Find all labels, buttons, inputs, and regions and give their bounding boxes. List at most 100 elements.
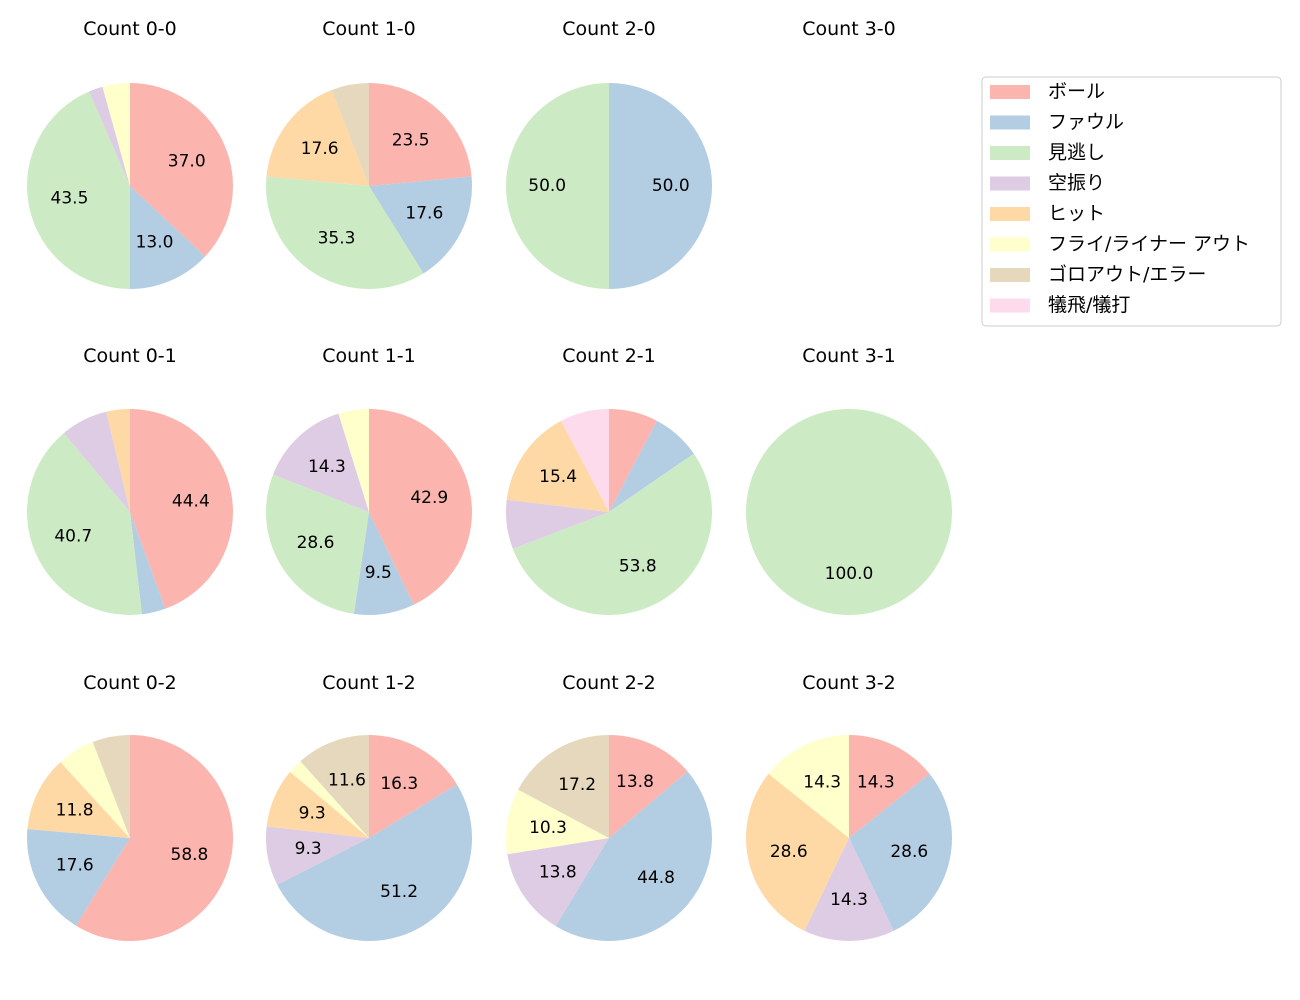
slice-label: 14.3: [830, 890, 868, 910]
legend-label: 犠飛/犠打: [1048, 294, 1130, 316]
slice-label: 28.6: [297, 533, 335, 553]
slice-ボール: [609, 735, 688, 838]
slice-ボール: [369, 735, 457, 838]
slice-label: 14.3: [857, 772, 895, 792]
pie-title: Count 2-2: [562, 672, 656, 694]
slice-ファウル: [609, 420, 694, 512]
slice-見逃し: [506, 83, 609, 289]
pie-title: Count 0-2: [83, 672, 177, 694]
legend-swatch: [990, 298, 1030, 313]
legend-swatch: [990, 237, 1030, 252]
pie-title: Count 3-0: [802, 18, 896, 40]
slice-ファウル: [277, 784, 472, 941]
slice-ヒット: [27, 762, 130, 838]
slice-label: 28.6: [890, 842, 928, 862]
pie-count-0-0: Count 0-0 37.0 13.0 43.5: [27, 18, 233, 289]
slice-ボール: [130, 83, 233, 257]
slice-label: 35.3: [318, 229, 356, 249]
slice-label: 14.3: [308, 457, 346, 477]
slice-label: 16.3: [380, 774, 418, 794]
slice-見逃し: [746, 409, 952, 615]
pie-count-2-1: Count 2-1 53.8 15.4: [506, 345, 712, 615]
slice-ファウル: [849, 773, 952, 931]
slice-空振り: [507, 838, 609, 927]
slice-フライ/ライナー アウト: [102, 83, 130, 186]
slice-label: 40.7: [54, 526, 92, 546]
legend-item: フライ/ライナー アウト: [990, 233, 1250, 255]
slice-空振り: [63, 411, 130, 512]
slice-label: 13.8: [539, 863, 577, 883]
pie-count-3-1: Count 3-1 100.0: [746, 345, 952, 615]
slice-label: 11.8: [56, 801, 94, 821]
pie-count-1-2: Count 1-216.351.29.39.311.6: [265, 672, 472, 941]
legend-label: 見逃し: [1048, 142, 1105, 164]
slice-ファウル: [130, 186, 206, 289]
slice-ヒット: [266, 771, 369, 838]
slice-ファウル: [353, 512, 414, 616]
slice-label: 50.0: [528, 176, 566, 196]
pie-count-2-2: Count 2-2 13.8 44.8 13.8 10.3 17.2: [505, 672, 712, 941]
slice-label: 10.3: [529, 818, 567, 838]
pie-count-0-2: Count 0-2 58.8 17.6 11.8: [27, 672, 234, 941]
pie-count-2-0: Count 2-0 50.0 50.0: [506, 18, 712, 289]
slice-ボール: [849, 735, 930, 838]
slice-犠飛/犠打: [561, 409, 609, 512]
legend-item: ボール: [990, 81, 1105, 103]
slice-ファウル: [609, 83, 712, 289]
slice-フライ/ライナー アウト: [60, 741, 130, 838]
slice-ヒット: [106, 409, 130, 512]
slice-ゴロアウト/エラー: [518, 735, 609, 838]
slice-label: 17.6: [405, 203, 443, 223]
slice-ファウル: [27, 828, 131, 926]
slice-label: 13.0: [136, 233, 174, 253]
slice-ゴロアウト/エラー: [300, 735, 369, 838]
slice-label: 11.6: [328, 770, 366, 790]
pie-title: Count 1-2: [322, 672, 416, 694]
slice-label: 28.6: [770, 842, 808, 862]
legend-item: 見逃し: [990, 142, 1105, 164]
slice-空振り: [804, 838, 894, 941]
slice-空振り: [506, 499, 609, 549]
slice-ヒット: [746, 773, 849, 931]
slice-label: 13.8: [616, 772, 654, 792]
slice-label: 9.3: [299, 804, 326, 824]
pie-title: Count 0-0: [83, 18, 177, 40]
legend-label: ボール: [1048, 81, 1105, 103]
slice-label: 51.2: [380, 882, 418, 902]
legend-label: フライ/ライナー アウト: [1048, 233, 1250, 255]
slice-label: 9.5: [365, 563, 392, 583]
slice-空振り: [273, 413, 369, 512]
legend-label: 空振り: [1048, 172, 1105, 194]
slice-空振り: [89, 86, 130, 186]
slice-label: 43.5: [51, 189, 89, 209]
slice-フライ/ライナー アウト: [290, 761, 369, 838]
slice-見逃し: [266, 176, 424, 289]
slice-フライ/ライナー アウト: [505, 789, 609, 855]
legend-swatch: [990, 146, 1030, 160]
slice-label: 14.3: [803, 772, 841, 792]
legend-label: ゴロアウト/エラー: [1048, 264, 1206, 286]
slice-見逃し: [266, 474, 369, 614]
legend-swatch: [990, 207, 1030, 221]
slice-label: 44.8: [637, 868, 675, 888]
slice-ボール: [609, 409, 657, 512]
legend-item: 空振り: [990, 172, 1105, 194]
legend-label: ヒット: [1048, 203, 1105, 225]
slice-ファウル: [555, 771, 712, 941]
pie-count-1-0: Count 1-0 23.5 17.6 35.3 17.6: [266, 18, 472, 289]
pie-title: Count 1-1: [322, 345, 416, 367]
slice-フライ/ライナー アウト: [768, 735, 849, 838]
pie-count-1-1: Count 1-1 42.9 9.5 28.6 14.3: [266, 345, 473, 616]
slice-label: 42.9: [410, 488, 448, 508]
slice-ボール: [369, 409, 473, 605]
slice-label: 100.0: [825, 564, 874, 584]
pie-count-3-0: Count 3-0: [802, 18, 896, 40]
legend-swatch: [990, 85, 1030, 99]
slice-label: 17.2: [558, 775, 596, 795]
pie-title: Count 3-1: [802, 345, 896, 367]
legend-item: ヒット: [990, 203, 1105, 225]
pie-title: Count 1-0: [322, 18, 416, 40]
slice-label: 50.0: [652, 176, 690, 196]
